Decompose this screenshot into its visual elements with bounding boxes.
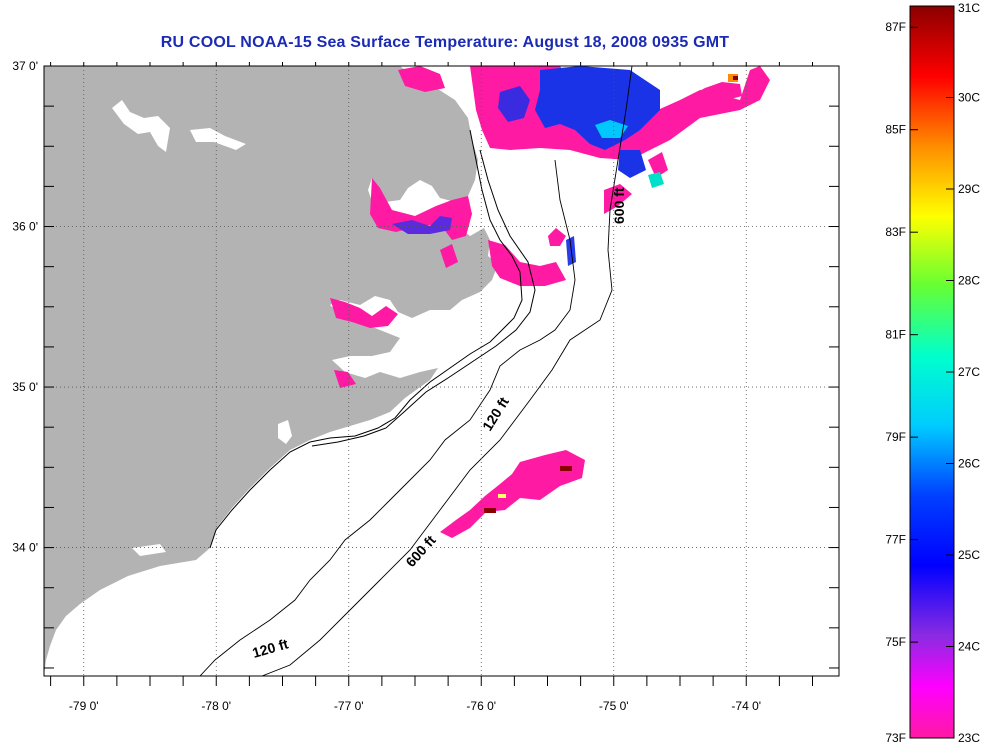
colorbar-label-c: 28C — [958, 274, 980, 288]
lat-label: 34 0' — [12, 541, 38, 555]
coastline — [209, 129, 523, 549]
colorbar-label-f: 79F — [885, 430, 906, 444]
colorbar-label-f: 83F — [885, 225, 906, 239]
colorbar-label-c: 30C — [958, 91, 980, 105]
lon-label: -74 0' — [731, 699, 761, 713]
colorbar-label-f: 75F — [885, 635, 906, 649]
colorbar-label-c: 24C — [958, 640, 980, 654]
lon-label: -75 0' — [599, 699, 629, 713]
colorbar-label-f: 77F — [885, 533, 906, 547]
lat-label: 36 0' — [12, 220, 38, 234]
isobath-120ft — [199, 159, 576, 676]
colorbar-label-c: 27C — [958, 365, 980, 379]
lon-label: -78 0' — [201, 699, 231, 713]
map-frame — [43, 65, 840, 677]
lat-label: 35 0' — [12, 380, 38, 394]
longitude-labels: -79 0' -78 0' -77 0' -76 0' -75 0' -74 0' — [69, 699, 761, 713]
colorbar-label-f: 87F — [885, 20, 906, 34]
barrier-islands — [311, 149, 536, 447]
lon-label: -77 0' — [334, 699, 364, 713]
graticule-grid — [44, 66, 839, 676]
colorbar-fahrenheit-labels: 87F 85F 83F 81F 79F 77F 75F 73F — [885, 20, 918, 745]
sst-hot-spots — [484, 74, 738, 513]
lon-label: -79 0' — [69, 699, 99, 713]
colorbar-label-f: 73F — [885, 731, 906, 745]
colorbar-label-c: 23C — [958, 731, 980, 745]
colorbar-label-f: 85F — [885, 123, 906, 137]
colorbar-label-f: 81F — [885, 328, 906, 342]
colorbar-label-c: 31C — [958, 1, 980, 15]
contour-label-600-north: 600 ft — [611, 187, 627, 224]
latitude-labels: 37 0' 36 0' 35 0' 34 0' — [12, 59, 38, 555]
map-title: RU COOL NOAA-15 Sea Surface Temperature:… — [160, 34, 730, 51]
colorbar-label-c: 25C — [958, 548, 980, 562]
lat-label: 37 0' — [12, 59, 38, 73]
lon-label: -76 0' — [466, 699, 496, 713]
colorbar-celsius-labels: 31C 30C 29C 28C 27C 26C 25C 24C 23C — [946, 1, 980, 745]
isobath-600ft — [261, 66, 633, 676]
colorbar-label-c: 29C — [958, 182, 980, 196]
colorbar-label-c: 26C — [958, 457, 980, 471]
